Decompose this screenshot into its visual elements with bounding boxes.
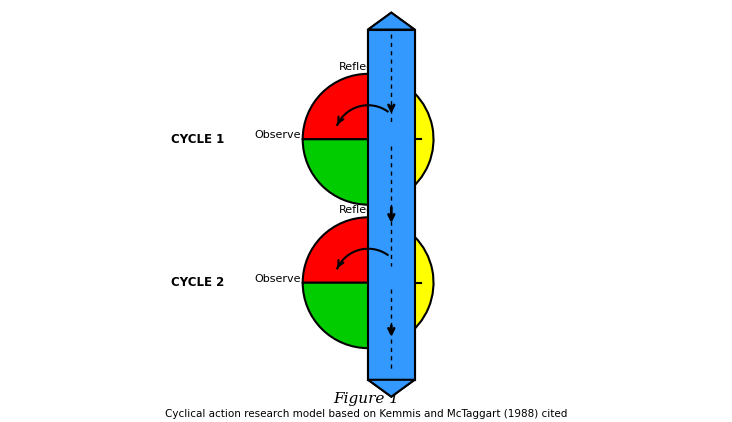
Text: Cyclical action research model based on Kemmis and McTaggart (1988) cited: Cyclical action research model based on … bbox=[165, 409, 567, 419]
Wedge shape bbox=[368, 93, 433, 205]
Text: Reflect: Reflect bbox=[339, 205, 378, 215]
Wedge shape bbox=[368, 236, 433, 348]
Polygon shape bbox=[368, 13, 414, 30]
Wedge shape bbox=[368, 74, 414, 139]
Text: Action: Action bbox=[368, 305, 408, 315]
Wedge shape bbox=[303, 217, 368, 283]
Polygon shape bbox=[368, 380, 414, 397]
Bar bbox=[368, 30, 414, 380]
Text: Revised
Plan: Revised Plan bbox=[367, 189, 416, 211]
Wedge shape bbox=[368, 217, 414, 283]
Text: Plan: Plan bbox=[378, 90, 405, 100]
Text: Figure 1: Figure 1 bbox=[333, 392, 399, 406]
Text: Observe: Observe bbox=[254, 273, 301, 284]
Text: CYCLE 2: CYCLE 2 bbox=[171, 276, 224, 289]
Polygon shape bbox=[368, 13, 414, 30]
Text: CYCLE 1: CYCLE 1 bbox=[171, 133, 224, 146]
Wedge shape bbox=[303, 139, 368, 205]
Polygon shape bbox=[368, 380, 414, 397]
Text: Reflect: Reflect bbox=[339, 62, 378, 72]
Wedge shape bbox=[303, 74, 368, 139]
Text: Action: Action bbox=[368, 162, 408, 172]
Wedge shape bbox=[303, 283, 368, 348]
Bar bbox=[368, 30, 414, 380]
Text: Observe: Observe bbox=[254, 130, 301, 140]
